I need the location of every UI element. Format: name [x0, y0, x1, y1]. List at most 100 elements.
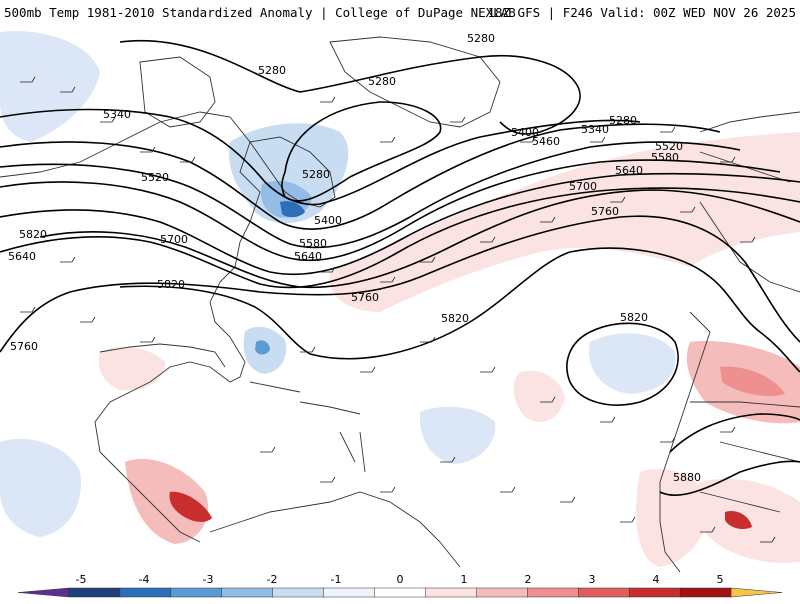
contour-5700: [39, 189, 800, 289]
contour-label: 5640: [8, 250, 36, 263]
warm-anomaly-central-america: [125, 458, 209, 544]
colorbar-swatch: [17, 587, 70, 598]
contour-5820-west: [119, 247, 800, 373]
labrador-coast: [249, 136, 336, 208]
wind-barbs: [20, 76, 776, 543]
colorbar-swatch: [628, 587, 681, 598]
cold-anomaly-west-africa: [589, 333, 676, 394]
contour-label: 5700: [569, 180, 597, 193]
warm-anomaly-band: [329, 132, 800, 312]
map-canvas: 5280 5280 5280 5280 5280 5340 5340 5400 …: [0, 31, 800, 572]
contour-label: 5400: [511, 126, 539, 139]
contour-label: 5880: [673, 471, 701, 484]
tick-label: -2: [267, 573, 278, 586]
colorbar-swatch: [68, 587, 121, 598]
tick-label: 0: [397, 573, 404, 586]
tick-label: -3: [203, 573, 214, 586]
colorbar-swatch: [527, 587, 580, 598]
colorbar-swatches: [17, 587, 783, 598]
colorbar-canvas: -5 -4 -3 -2 -1 0 1 2 3 4 5: [17, 573, 783, 598]
colorbar-swatch: [476, 587, 529, 598]
contour-5760: [0, 215, 800, 353]
contour-5400: [0, 123, 721, 230]
contour-label: 5400: [314, 214, 342, 227]
cold-anomaly-northwest: [0, 31, 100, 142]
contour-5880-south: [659, 460, 800, 496]
contour-label: 5820: [157, 278, 185, 291]
map-panel: 5280 5280 5280 5280 5280 5340 5340 5400 …: [0, 22, 800, 572]
contour-label: 5580: [651, 151, 679, 164]
hudson-bay-coast: [139, 56, 216, 128]
cold-anomaly-florida-core: [255, 340, 270, 355]
contour-5880: [669, 413, 800, 453]
colorbar-swatch: [730, 587, 783, 598]
contour-5340: [0, 108, 641, 206]
contour-label: 5280: [302, 168, 330, 181]
colorbar-swatch: [221, 587, 274, 598]
cold-anomaly-pacific: [0, 438, 81, 537]
contour-5640: [0, 187, 800, 289]
contour-5520: [0, 159, 781, 262]
contour-label: 5280: [258, 64, 286, 77]
south-america-coast: [209, 491, 461, 568]
tick-label: 1: [461, 573, 468, 586]
colorbar: -5 -4 -3 -2 -1 0 1 2 3 4 5: [0, 572, 800, 600]
colorbar-swatch: [323, 587, 376, 598]
contour-label: 5340: [581, 123, 609, 136]
contour-5820-east-loop: [566, 322, 679, 406]
tick-label: 2: [525, 573, 532, 586]
contour-label: 5820: [620, 311, 648, 324]
contour-5580: [0, 172, 800, 276]
contour-label: 5640: [615, 164, 643, 177]
north-america-coast: [0, 111, 261, 543]
anomaly-shading: [0, 31, 800, 567]
warm-anomaly-iberia-core: [720, 366, 785, 397]
colorbar-tick-labels: -5 -4 -3 -2 -1 0 1 2 3 4 5: [76, 573, 724, 586]
contour-label: 5760: [591, 205, 619, 218]
tick-label: -5: [76, 573, 87, 586]
africa-borders: [690, 401, 800, 513]
tick-label: 3: [589, 573, 596, 586]
warm-anomaly-midatlantic: [513, 370, 565, 422]
contour-label: 5460: [532, 135, 560, 148]
colorbar-swatch: [578, 587, 630, 598]
contour-label: 5640: [294, 250, 322, 263]
cold-anomaly-peak: [280, 201, 305, 218]
contour-label: 5700: [160, 233, 188, 246]
height-contours: [0, 39, 800, 496]
contour-label: 5760: [10, 340, 38, 353]
contour-labels: 5280 5280 5280 5280 5280 5340 5340 5400 …: [8, 32, 701, 484]
colorbar-swatch: [272, 587, 325, 598]
contour-label: 5280: [609, 114, 637, 127]
product-title: 500mb Temp 1981-2010 Standardized Anomal…: [4, 5, 516, 20]
tick-label: -1: [331, 573, 342, 586]
colorbar-swatch: [425, 587, 478, 598]
cold-anomaly-atlantic: [419, 406, 496, 464]
greenland-coast: [329, 36, 501, 128]
contour-label: 5280: [467, 32, 495, 45]
contour-5460: [0, 141, 741, 249]
contour-label: 5820: [441, 312, 469, 325]
contour-label: 5280: [368, 75, 396, 88]
contour-label: 5580: [299, 237, 327, 250]
colorbar-swatch: [679, 587, 732, 598]
tick-label: 4: [653, 573, 660, 586]
contour-5280-north: [119, 39, 581, 135]
contour-label: 5520: [141, 171, 169, 184]
colorbar-swatch: [119, 587, 172, 598]
model-valid-time: 18Z GFS | F246 Valid: 00Z WED NOV 26 202…: [487, 5, 796, 20]
colorbar-swatch: [374, 587, 427, 598]
cold-anomaly-eastcanada: [229, 123, 349, 224]
contour-label: 5760: [351, 291, 379, 304]
tick-label: -4: [139, 573, 150, 586]
colorbar-swatch: [170, 587, 223, 598]
contour-label: 5520: [655, 140, 683, 153]
contour-label: 5820: [19, 228, 47, 241]
gulf-coast: [99, 343, 226, 368]
warm-anomaly-central-america-core: [169, 491, 212, 522]
warm-anomaly-southeast-core: [725, 511, 752, 530]
warm-anomaly-caribbean: [98, 346, 165, 391]
caribbean-islands: [249, 381, 366, 473]
tick-label: 5: [717, 573, 724, 586]
